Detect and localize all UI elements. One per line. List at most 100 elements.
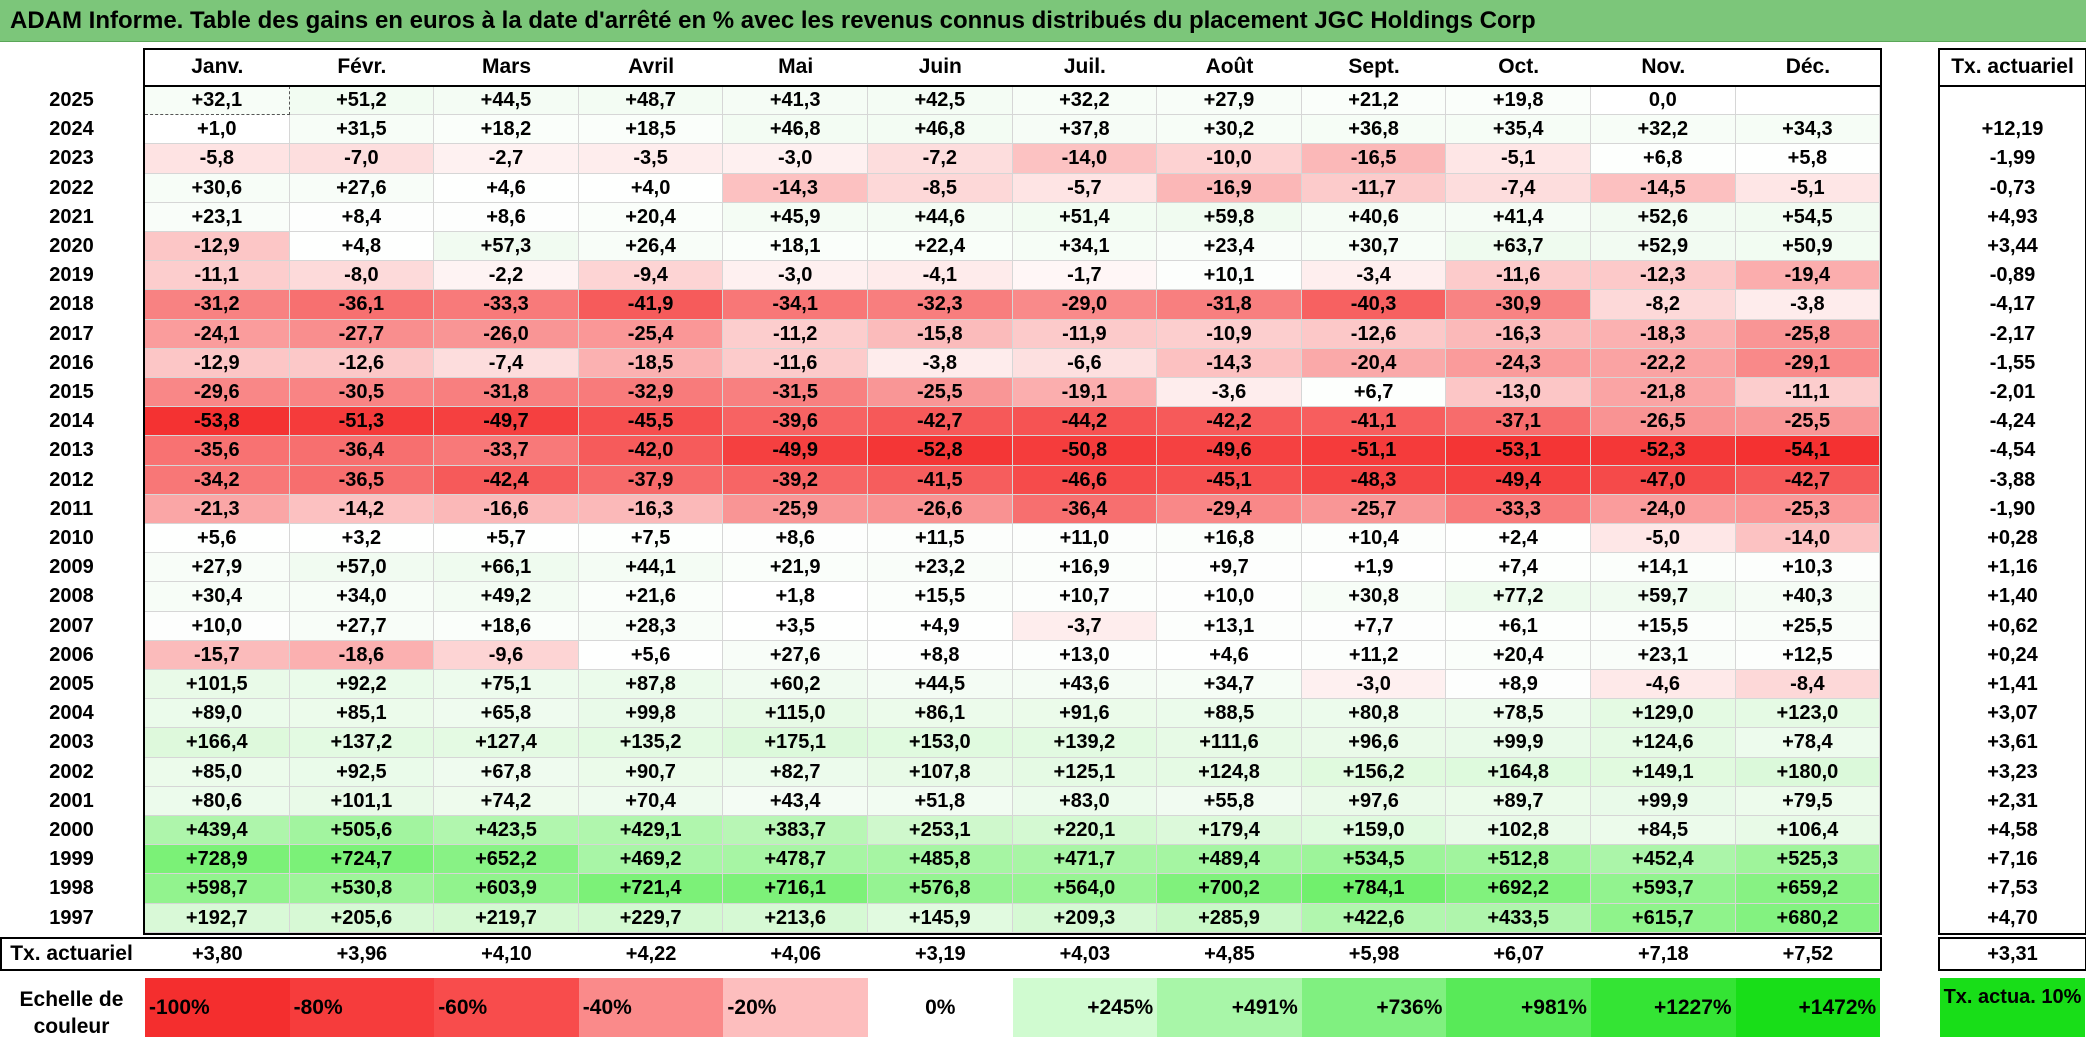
heatmap-cell: -7,0 bbox=[289, 144, 435, 174]
heatmap-cell: +27,6 bbox=[289, 173, 435, 203]
heatmap-cell: -3,8 bbox=[868, 348, 1013, 378]
heatmap-cell: +1,9 bbox=[1301, 553, 1447, 583]
annual-rate-cell: +12,19 bbox=[1981, 118, 2044, 141]
heatmap-cell: +41,4 bbox=[1446, 202, 1591, 232]
annual-rate-cell: +0,62 bbox=[1987, 614, 2038, 637]
heatmap-cell: +51,4 bbox=[1012, 202, 1158, 232]
heatmap-cell: +485,8 bbox=[868, 845, 1013, 875]
heatmap-cell: +692,2 bbox=[1446, 874, 1591, 904]
heatmap-cell: +11,0 bbox=[1012, 524, 1158, 554]
heatmap-cell: +229,7 bbox=[578, 903, 724, 933]
heatmap-cell: -51,1 bbox=[1301, 436, 1447, 466]
heatmap-cell: -11,1 bbox=[145, 261, 290, 291]
year-label: 2001 bbox=[49, 789, 94, 812]
annual-rate-cell: +4,93 bbox=[1987, 205, 2038, 228]
heatmap-cell: +8,9 bbox=[1446, 670, 1591, 700]
heatmap-cell: -39,6 bbox=[723, 407, 868, 437]
heatmap-cell bbox=[1735, 86, 1881, 116]
heatmap-cell: -26,5 bbox=[1591, 407, 1736, 437]
heatmap-cell: +46,8 bbox=[723, 115, 868, 145]
heatmap-cell: +525,3 bbox=[1735, 845, 1881, 875]
footer-rate-cell: +4,03 bbox=[1059, 942, 1111, 965]
heatmap-cell: +40,6 bbox=[1301, 202, 1447, 232]
heatmap-cell: -14,0 bbox=[1012, 144, 1158, 174]
heatmap-cell: +175,1 bbox=[723, 728, 868, 758]
annual-rate-cell: -4,54 bbox=[1989, 439, 2036, 462]
heatmap-cell: +63,7 bbox=[1446, 232, 1591, 262]
year-label: 2013 bbox=[49, 439, 94, 462]
heatmap-cell: +23,2 bbox=[868, 553, 1013, 583]
heatmap-cell: +59,8 bbox=[1157, 202, 1302, 232]
scale-swatch: +1227% bbox=[1591, 978, 1736, 1037]
heatmap-cell: -5,7 bbox=[1012, 173, 1158, 203]
month-header: Juil. bbox=[1063, 55, 1106, 78]
heatmap-cell: +46,8 bbox=[868, 115, 1013, 145]
heatmap-cell: -41,9 bbox=[578, 290, 724, 320]
heatmap-cell: +44,5 bbox=[434, 86, 579, 116]
heatmap-cell: -14,2 bbox=[289, 494, 435, 524]
heatmap-cell: -24,1 bbox=[145, 319, 290, 349]
heatmap-cell: -49,4 bbox=[1446, 465, 1591, 495]
heatmap-cell: +30,4 bbox=[145, 582, 290, 612]
heatmap-cell: +77,2 bbox=[1446, 582, 1591, 612]
heatmap-cell: +285,9 bbox=[1157, 903, 1302, 933]
annual-rate-cell: +3,07 bbox=[1987, 702, 2038, 725]
heatmap-cell: +18,5 bbox=[578, 115, 724, 145]
month-header: Mai bbox=[778, 55, 814, 78]
heatmap-cell: -40,3 bbox=[1301, 290, 1447, 320]
heatmap-cell: +59,7 bbox=[1591, 582, 1736, 612]
heatmap-cell: +75,1 bbox=[434, 670, 579, 700]
year-label: 1999 bbox=[49, 848, 94, 871]
heatmap-cell: +21,6 bbox=[578, 582, 724, 612]
heatmap-cell: +19,8 bbox=[1446, 86, 1591, 116]
heatmap-cell: +43,6 bbox=[1012, 670, 1158, 700]
heatmap-cell: -18,3 bbox=[1591, 319, 1736, 349]
heatmap-cell: +127,4 bbox=[434, 728, 579, 758]
heatmap-cell: -11,2 bbox=[723, 319, 868, 349]
scale-label: Echelle de couleur bbox=[19, 988, 124, 1037]
heatmap-cell: +3,5 bbox=[723, 611, 868, 641]
heatmap-cell: +27,9 bbox=[1157, 86, 1302, 116]
annual-rate-cell: +7,53 bbox=[1987, 877, 2038, 900]
heatmap-cell: -12,3 bbox=[1591, 261, 1736, 291]
heatmap-cell: +99,9 bbox=[1446, 728, 1591, 758]
heatmap-cell: +80,6 bbox=[145, 786, 290, 816]
heatmap-cell: +576,8 bbox=[868, 874, 1013, 904]
annual-rate-cell: +2,31 bbox=[1987, 789, 2038, 812]
footer-rate-cell: +3,80 bbox=[191, 942, 243, 965]
heatmap-cell: -7,4 bbox=[1446, 173, 1591, 203]
heatmap-cell: +4,6 bbox=[1157, 640, 1302, 670]
heatmap-cell: +88,5 bbox=[1157, 699, 1302, 729]
heatmap-cell: -29,4 bbox=[1157, 494, 1302, 524]
heatmap-cell: -52,3 bbox=[1591, 436, 1736, 466]
heatmap-cell: +79,5 bbox=[1735, 786, 1881, 816]
heatmap-cell: +1,0 bbox=[145, 115, 290, 145]
heatmap-cell: +52,9 bbox=[1591, 232, 1736, 262]
heatmap-cell: +20,4 bbox=[578, 202, 724, 232]
footer-rate-cell: +7,52 bbox=[1782, 942, 1834, 965]
heatmap-cell: -21,8 bbox=[1591, 378, 1736, 408]
heatmap-cell: +89,0 bbox=[145, 699, 290, 729]
heatmap-cell: -42,7 bbox=[868, 407, 1013, 437]
heatmap-cell: +96,6 bbox=[1301, 728, 1447, 758]
year-label: 2002 bbox=[49, 760, 94, 783]
heatmap-cell: +153,0 bbox=[868, 728, 1013, 758]
heatmap-cell: -9,4 bbox=[578, 261, 724, 291]
annual-rate-cell: +1,41 bbox=[1987, 673, 2038, 695]
heatmap-cell: +78,4 bbox=[1735, 728, 1881, 758]
heatmap-cell: +5,8 bbox=[1735, 144, 1881, 174]
heatmap-cell: +11,2 bbox=[1301, 640, 1447, 670]
heatmap-cell: +86,1 bbox=[868, 699, 1013, 729]
scale-swatch: +1472% bbox=[1735, 978, 1881, 1037]
heatmap-cell: -3,5 bbox=[578, 144, 724, 174]
month-header: Mars bbox=[481, 55, 531, 78]
heatmap-cell: +156,2 bbox=[1301, 757, 1447, 787]
month-header: Sept. bbox=[1348, 55, 1400, 78]
heatmap-cell: -21,3 bbox=[145, 494, 290, 524]
heatmap-cell: +60,2 bbox=[723, 670, 868, 700]
heatmap-cell: -3,7 bbox=[1012, 611, 1158, 641]
report-title: ADAM Informe. Table des gains en euros à… bbox=[0, 0, 2086, 42]
heatmap-cell: -48,3 bbox=[1301, 465, 1447, 495]
heatmap-cell: +429,1 bbox=[578, 816, 724, 846]
heatmap-cell: -8,5 bbox=[868, 173, 1013, 203]
